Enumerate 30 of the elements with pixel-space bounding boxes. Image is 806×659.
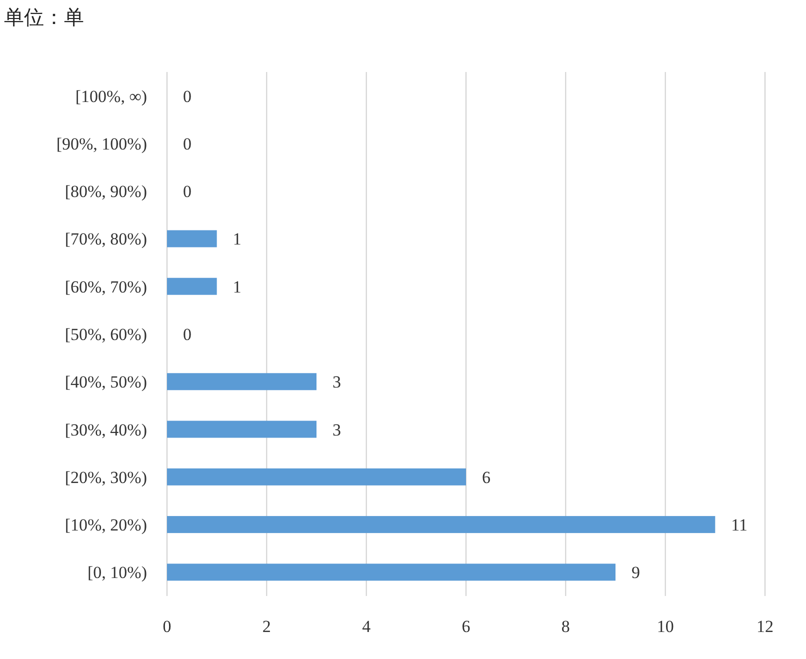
data-label: 0 [183,182,192,202]
data-label: 11 [731,516,748,535]
xtick: 0 [162,617,172,636]
ytick: [100%, ∞) [75,86,147,106]
ytick: [60%, 70%) [64,277,147,296]
data-label: 0 [183,86,192,106]
ytick: [0, 10%) [88,563,147,582]
data-label: 3 [332,420,341,440]
ytick: [30%, 40%) [64,420,147,440]
xtick: 4 [362,617,371,636]
xtick: 10 [656,617,674,636]
ytick: [20%, 30%) [64,468,147,487]
ytick: [80%, 90%) [64,182,147,202]
ytick: [40%, 50%) [64,372,147,392]
data-label: 6 [482,468,490,487]
ytick: [70%, 80%) [64,230,147,249]
data-label: 1 [232,277,242,296]
data-label: 1 [232,230,242,249]
xtick: 2 [262,617,271,636]
data-label: 3 [332,372,341,392]
xtick: 12 [756,617,774,636]
ytick: [10%, 20%) [64,516,147,535]
ytick: [90%, 100%) [56,134,147,154]
xtick: 6 [462,617,470,636]
title: 单位：单 [4,7,84,29]
data-label: 0 [183,325,192,344]
ytick: [50%, 60%) [64,325,147,344]
data-label: 9 [632,563,640,582]
data-label: 0 [183,134,192,154]
xtick: 8 [561,617,570,636]
